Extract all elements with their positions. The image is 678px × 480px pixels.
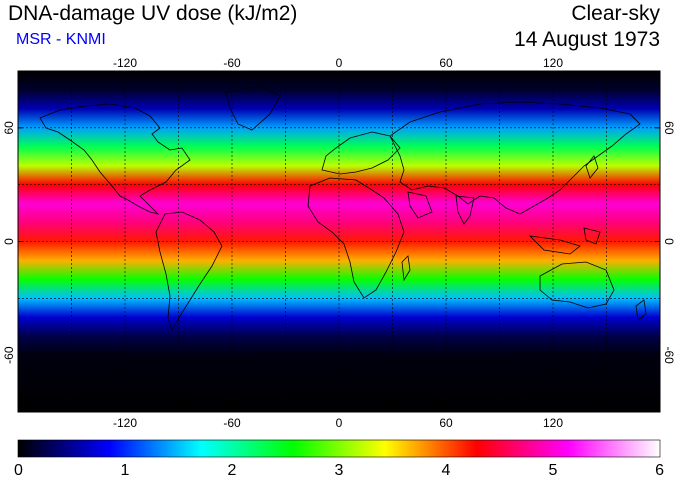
lon-label-bottom: 120 [543, 416, 563, 430]
axis-ticks: -120 -120 -60 -60 0 0 60 60 120 120 -60 -60 0 0 60 60 [2, 56, 676, 430]
map-title: DNA-damage UV dose (kJ/m2) [8, 2, 298, 25]
sky-condition-label: Clear-sky [571, 2, 660, 25]
lon-label-top: 0 [336, 56, 343, 70]
lon-label-top: 60 [439, 56, 453, 70]
lat-label-right: 60 [662, 121, 676, 135]
lon-label-top: 120 [543, 56, 563, 70]
colorbar-tick-label: 0 [14, 462, 23, 479]
lat-label-left: 0 [2, 238, 16, 245]
lat-label-right: -60 [662, 346, 676, 364]
lon-label-bottom: 60 [439, 416, 453, 430]
colorbar-tick-label: 2 [228, 462, 237, 479]
source-label: MSR - KNMI [16, 31, 106, 48]
lon-label-top: -60 [223, 56, 241, 70]
date-label: 14 August 1973 [514, 28, 660, 51]
colorbar-labels: 0 1 2 3 4 5 6 [14, 462, 664, 479]
colorbar-tick-label: 1 [121, 462, 130, 479]
colorbar [17, 439, 661, 458]
colorbar-tick-label: 6 [655, 462, 664, 479]
lon-label-bottom: -60 [223, 416, 241, 430]
lon-label-bottom: -120 [113, 416, 137, 430]
lat-label-left: 60 [2, 121, 16, 135]
colorbar-tick-label: 5 [549, 462, 558, 479]
coastline-outline-icon [18, 85, 660, 399]
colorbar-tick-label: 3 [335, 462, 344, 479]
colorbar-tick-label: 4 [442, 462, 451, 479]
lon-label-top: -120 [113, 56, 137, 70]
lat-label-right: 0 [662, 238, 676, 245]
graticule [18, 71, 660, 412]
lat-label-left: -60 [2, 346, 16, 364]
lon-label-bottom: 0 [336, 416, 343, 430]
